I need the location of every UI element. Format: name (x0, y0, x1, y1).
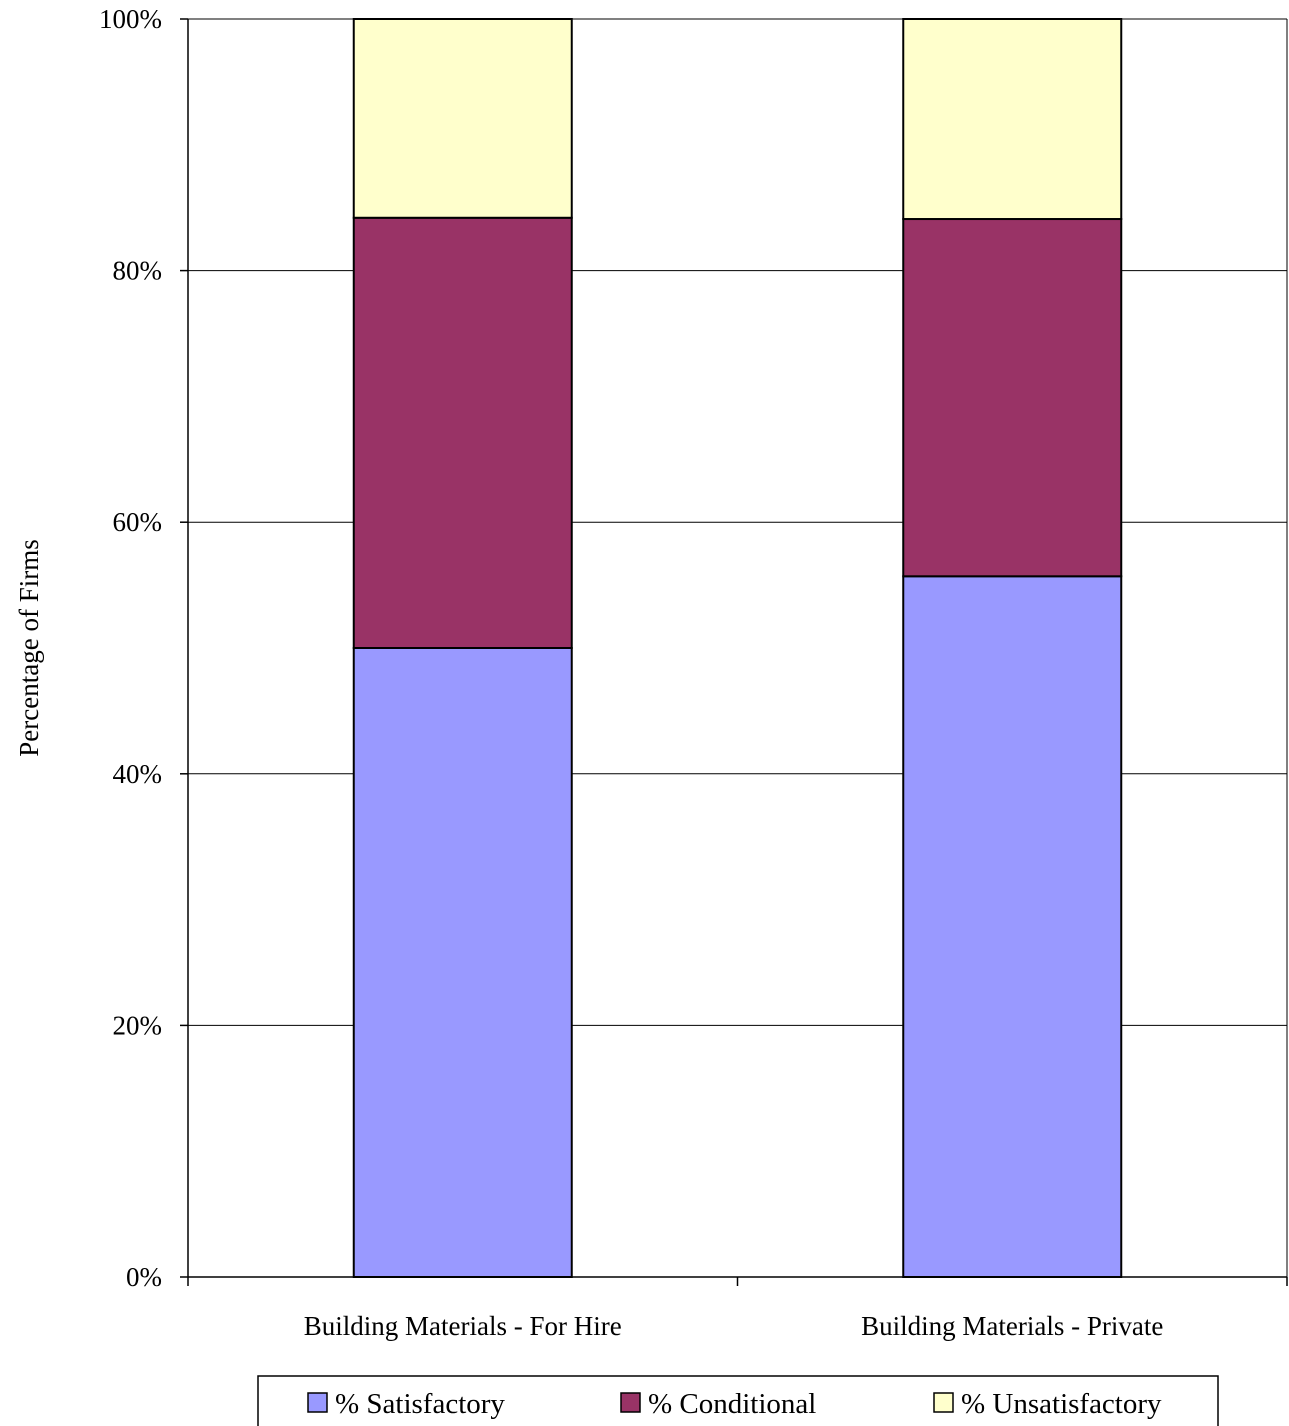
legend: % Satisfactory % Conditional % Unsatisfact… (257, 1375, 1219, 1426)
y-tick-label: 20% (113, 1010, 163, 1040)
legend-label: % Conditional (648, 1388, 816, 1420)
y-axis-title: Percentage of Firms (14, 539, 44, 756)
x-tick-label: Building Materials - Private (861, 1311, 1163, 1341)
y-tick-label: 60% (113, 507, 163, 537)
bar-segment-2-unsatisfactory (902, 18, 1123, 221)
bar-segment-2-conditional (902, 218, 1123, 578)
y-tick-label: 40% (113, 759, 163, 789)
y-tick-labels: 0% 20% 40% 60% 80% 100% (99, 4, 162, 1292)
legend-box (257, 1375, 1219, 1426)
axes (180, 18, 1288, 1286)
bar-segment-1-unsatisfactory (352, 18, 573, 219)
legend-swatch (307, 1392, 328, 1413)
bars (352, 18, 1123, 1278)
legend-label: % Unsatisfactory (961, 1388, 1162, 1420)
bar-segment-1-conditional (352, 216, 573, 649)
legend-swatch (933, 1392, 954, 1413)
bar-segment-2-satisfactory (902, 575, 1123, 1278)
x-tick-labels: Building Materials - For Hire Building Ma… (304, 1311, 1164, 1341)
legend-label: % Satisfactory (335, 1388, 505, 1420)
y-tick-label: 0% (126, 1262, 162, 1292)
y-tick-label: 100% (99, 4, 162, 34)
x-tick-label: Building Materials - For Hire (304, 1311, 622, 1341)
y-tick-label: 80% (113, 256, 163, 286)
legend-swatch (620, 1392, 641, 1413)
bar-segment-1-satisfactory (352, 647, 573, 1278)
